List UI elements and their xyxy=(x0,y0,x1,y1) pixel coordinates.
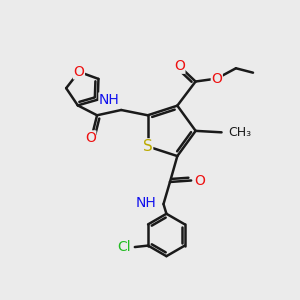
Text: Cl: Cl xyxy=(118,240,131,254)
Text: O: O xyxy=(195,173,206,188)
Text: O: O xyxy=(174,59,185,73)
Text: O: O xyxy=(85,131,96,145)
Text: NH: NH xyxy=(135,196,156,210)
Text: NH: NH xyxy=(99,93,120,107)
Text: S: S xyxy=(143,139,153,154)
Text: O: O xyxy=(74,65,84,79)
Text: O: O xyxy=(211,72,222,86)
Text: CH₃: CH₃ xyxy=(228,126,251,139)
